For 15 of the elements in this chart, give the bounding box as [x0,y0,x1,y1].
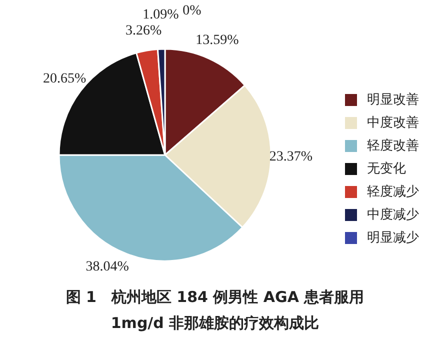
data-label: 23.37% [269,150,313,165]
legend-label: 明显改善 [367,92,419,108]
data-label: 38.04% [86,260,130,275]
data-label: 20.65% [43,71,87,86]
legend-label: 轻度改善 [367,138,419,154]
text: 0% [182,4,202,18]
data-label: 13.59% [196,32,240,48]
data-label: 3.26% [125,23,162,38]
legend-label: 明显减少 [367,230,419,246]
legend-label: 轻度减少 [367,184,419,200]
legend-label: 中度减少 [367,206,419,222]
legend-label: 中度改善 [367,114,419,130]
data-label: 1.09% [142,8,180,23]
legend-label: 无变化 [367,162,406,176]
text: 图 1 杭州地区 184 例男性 AGA 患者服用 1mg/d 非那雄胺的疗效构成比 [64,287,366,334]
